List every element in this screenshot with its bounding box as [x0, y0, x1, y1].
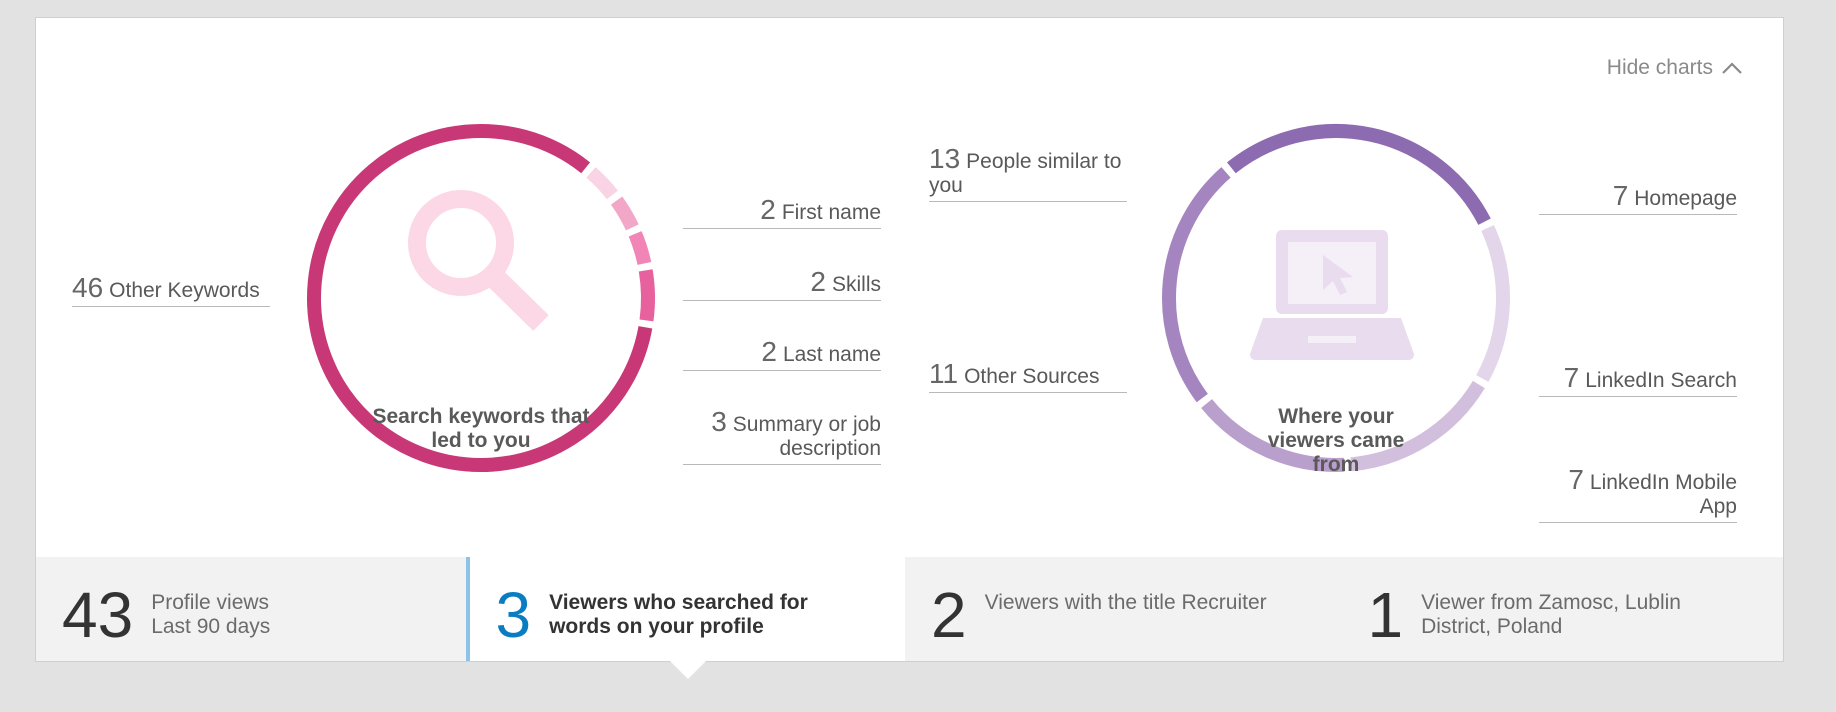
stat-profile-views[interactable]: 43 Profile views Last 90 days: [36, 557, 466, 661]
stat-number: 43: [62, 579, 134, 651]
legend-people-similar[interactable]: 13 People similar to you: [929, 145, 1127, 202]
legend-label: People similar to you: [929, 150, 1122, 197]
legend-value: 2: [760, 194, 776, 225]
sources-center-label: Where your viewers came from: [1267, 405, 1405, 476]
legend-other-keywords[interactable]: 46 Other Keywords: [72, 274, 270, 307]
stat-text: Profile views Last 90 days: [151, 591, 270, 639]
donut-slice-linkedin-mobile-app[interactable]: [1201, 399, 1345, 472]
donut-slice-linkedin-search[interactable]: [1350, 380, 1485, 472]
sources-donut-svg: [1162, 124, 1510, 472]
legend-label: Skills: [831, 273, 881, 296]
legend-value: 7: [1568, 464, 1584, 495]
legend-last-name[interactable]: 2 Last name: [683, 338, 881, 371]
legend-label: Other Keywords: [109, 279, 260, 302]
legend-summary[interactable]: 3 Summary or job description: [683, 408, 881, 465]
legend-value: 7: [1612, 180, 1629, 211]
legend-first-name[interactable]: 2 First name: [683, 196, 881, 229]
legend-value: 11: [929, 358, 959, 389]
donut-slice-other-sources[interactable]: [1162, 167, 1231, 403]
donut-slice-people-similar-to-you[interactable]: [1226, 124, 1491, 225]
legend-value: 2: [761, 336, 777, 367]
stats-bar: 43 Profile views Last 90 days 3 Viewers …: [36, 557, 1783, 679]
legend-value: 3: [711, 406, 727, 437]
stat-location-viewers[interactable]: 1 Viewer from Zamosc, Lublin District, P…: [1341, 557, 1783, 661]
donut-slice-skills[interactable]: [610, 196, 639, 231]
legend-skills[interactable]: 2 Skills: [683, 268, 881, 301]
stat-line: Profile views: [151, 591, 270, 614]
legend-linkedin-search[interactable]: 7 LinkedIn Search: [1539, 364, 1737, 397]
legend-label: Homepage: [1634, 187, 1737, 210]
legend-other-sources[interactable]: 11 Other Sources: [929, 360, 1127, 393]
stat-number: 3: [495, 579, 532, 651]
donut-slice-first-name[interactable]: [586, 167, 618, 200]
stat-recruiter-viewers[interactable]: 2 Viewers with the title Recruiter: [905, 557, 1342, 661]
legend-label: Other Sources: [964, 365, 1100, 388]
stat-text: Viewers with the title Recruiter: [984, 591, 1267, 614]
donut-slice-last-name[interactable]: [628, 231, 652, 266]
profile-insights-card: Hide charts Search keywords that led to …: [35, 17, 1784, 679]
legend-linkedin-mobile[interactable]: 7 LinkedIn Mobile App: [1539, 466, 1737, 523]
sources-donut-chart: Where your viewers came from: [1156, 118, 1516, 478]
active-tab-pointer: [669, 661, 706, 679]
legend-label: LinkedIn Search: [1585, 369, 1737, 392]
laptop-cursor-icon: [1250, 230, 1414, 360]
legend-homepage[interactable]: 7 Homepage: [1539, 182, 1737, 215]
legend-label: LinkedIn Mobile App: [1589, 471, 1737, 518]
hide-charts-label: Hide charts: [1606, 56, 1713, 79]
legend-value: 7: [1563, 362, 1580, 393]
donut-slice-summary-or-job-description[interactable]: [638, 269, 655, 322]
keywords-donut-svg: [307, 124, 655, 472]
legend-label: Last name: [782, 343, 881, 366]
stat-text: Viewers who searched for words on your p…: [549, 591, 808, 638]
legend-value: 2: [810, 266, 826, 297]
stat-text: Viewer from Zamosc, Lublin District, Pol…: [1421, 591, 1681, 638]
legend-label: Summary or job description: [732, 413, 881, 460]
legend-value: 46: [72, 272, 104, 303]
stat-line: Last 90 days: [151, 615, 271, 638]
donut-slice-other-keywords[interactable]: [307, 124, 653, 472]
hide-charts-toggle[interactable]: Hide charts: [1607, 56, 1743, 80]
legend-label: First name: [781, 201, 881, 224]
magnifier-icon: [408, 190, 549, 331]
chevron-up-icon: [1722, 62, 1742, 74]
keywords-center-label: Search keywords that led to you: [372, 405, 590, 452]
donut-slice-homepage[interactable]: [1476, 225, 1510, 382]
stat-number: 1: [1367, 579, 1404, 651]
legend-value: 13: [929, 143, 961, 174]
keywords-donut-chart: Search keywords that led to you: [301, 118, 661, 478]
stat-keyword-viewers[interactable]: 3 Viewers who searched for words on your…: [465, 557, 905, 679]
stat-number: 2: [931, 579, 967, 651]
